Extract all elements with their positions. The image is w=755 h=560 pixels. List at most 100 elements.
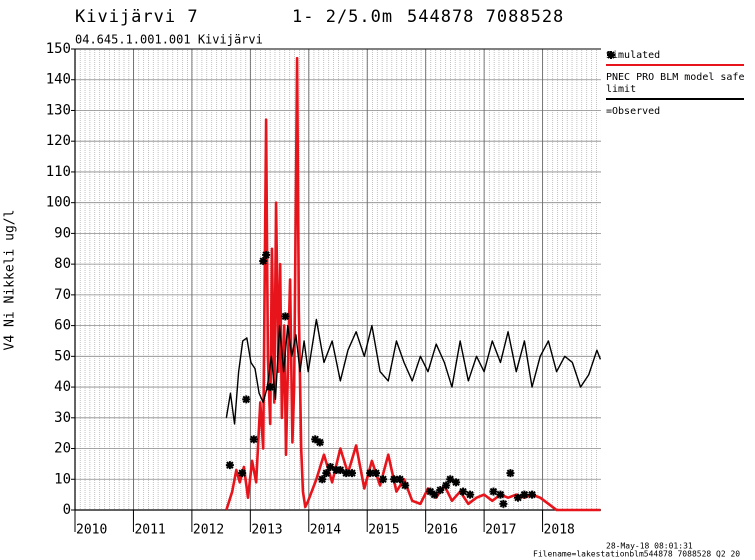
x-tick-label: 2010 <box>76 523 107 538</box>
observed-point <box>452 478 461 487</box>
x-tick-label: 2014 <box>310 523 341 538</box>
filename: Filename=lakestationblm544878 7088528 Q2… <box>533 550 740 559</box>
x-tick-label: 2012 <box>193 523 224 538</box>
legend-line <box>606 64 744 66</box>
legend-label: =Observed <box>606 106 661 117</box>
marker-stroke <box>372 469 380 477</box>
y-tick-label: 120 <box>46 133 71 149</box>
y-tick-label: 70 <box>54 287 71 303</box>
observed-point <box>238 469 247 478</box>
coordinates: 544878 7088528 <box>407 7 564 27</box>
observed-point <box>336 466 345 475</box>
observed-point <box>514 493 523 502</box>
marker-stroke <box>442 481 450 490</box>
subtitle: 04.645.1.001.001 Kivijärvi <box>75 33 263 47</box>
legend-marker <box>607 51 615 59</box>
y-tick-label: 90 <box>54 225 71 241</box>
marker-stroke <box>528 490 536 499</box>
observed-point <box>322 469 331 478</box>
marker-stroke <box>322 469 331 477</box>
legend: Simulated PNEC PRO BLM model safe limit =O… <box>606 50 746 118</box>
x-tick-label: 2015 <box>368 523 399 538</box>
observed-point <box>446 475 455 484</box>
minor-grid <box>75 49 601 510</box>
y-tick-label: 60 <box>54 318 71 334</box>
marker-stroke <box>496 490 505 499</box>
observed-point <box>499 499 508 508</box>
observed-point <box>395 475 404 484</box>
observed-point <box>249 435 258 444</box>
observed-point <box>430 490 439 499</box>
y-axis-label: V4 Ni Nikkeli ug/l <box>3 210 18 351</box>
observed-point <box>281 312 290 321</box>
observed-point <box>371 469 380 478</box>
observed-point <box>520 490 529 499</box>
marker-stroke <box>281 312 290 321</box>
marker-stroke <box>426 487 435 496</box>
observed-point <box>242 395 251 404</box>
marker-stroke <box>436 486 444 494</box>
marker-stroke <box>390 475 398 483</box>
legend-item: PNEC PRO BLM model safe limit <box>606 72 746 100</box>
depth: 1- 2/5.0m <box>292 7 393 27</box>
legend-line <box>606 98 744 100</box>
marker-stroke <box>326 463 335 471</box>
timestamp: 28-May-18 08:01:31 <box>606 542 693 551</box>
observed-point <box>266 383 275 392</box>
marker-stroke <box>459 487 467 496</box>
marker-stroke <box>342 469 350 477</box>
y-tick-label: 80 <box>54 256 71 272</box>
x-tick-label: 2011 <box>134 523 165 538</box>
marker-stroke <box>401 481 409 490</box>
marker-stroke <box>250 435 258 444</box>
observed-point <box>489 487 498 496</box>
legend-label: Simulated <box>606 50 661 61</box>
marker-stroke <box>514 493 522 502</box>
marker-stroke <box>520 490 529 499</box>
y-tick-label: 100 <box>46 195 71 211</box>
observed-point <box>259 257 268 266</box>
marker-stroke <box>499 500 508 508</box>
marker-stroke <box>506 469 515 477</box>
marker-stroke <box>430 490 439 499</box>
marker-stroke <box>348 469 356 477</box>
x-tick-label: 2013 <box>251 523 282 538</box>
observed-point <box>262 250 271 259</box>
y-tick-label: 150 <box>46 41 71 57</box>
observed-point <box>459 487 468 496</box>
observed-point <box>496 490 505 499</box>
marker-stroke <box>396 475 404 483</box>
marker-stroke <box>489 487 498 496</box>
y-tick-label: 110 <box>46 164 71 180</box>
observed-point <box>401 481 410 490</box>
marker-stroke <box>311 435 319 444</box>
y-tick-label: 0 <box>63 502 71 518</box>
marker-stroke <box>366 469 374 477</box>
chart-title: Kivijärvi 7 <box>75 7 199 27</box>
marker-stroke <box>446 475 454 483</box>
marker-stroke <box>379 475 387 483</box>
legend-label: PNEC PRO BLM model safe limit <box>606 72 745 95</box>
observed-point <box>225 461 234 470</box>
series-line <box>225 56 601 512</box>
marker-stroke <box>238 469 246 477</box>
observed-point <box>348 469 357 478</box>
observed-point <box>379 475 388 484</box>
marker-stroke <box>226 461 234 469</box>
y-tick-label: 130 <box>46 102 71 118</box>
y-tick-label: 10 <box>54 471 71 487</box>
observed-point <box>436 486 445 495</box>
y-tick-label: 50 <box>54 348 71 364</box>
marker-stroke <box>466 490 474 499</box>
y-tick-label: 140 <box>46 72 71 88</box>
marker-stroke <box>318 475 326 483</box>
observed-point <box>442 481 451 490</box>
marker-stroke <box>316 438 324 447</box>
marker-stroke <box>259 257 267 265</box>
x-tick-label: 2018 <box>544 523 575 538</box>
observed-point <box>318 475 327 484</box>
y-tick-label: 20 <box>54 441 71 457</box>
observed-point <box>506 469 515 478</box>
